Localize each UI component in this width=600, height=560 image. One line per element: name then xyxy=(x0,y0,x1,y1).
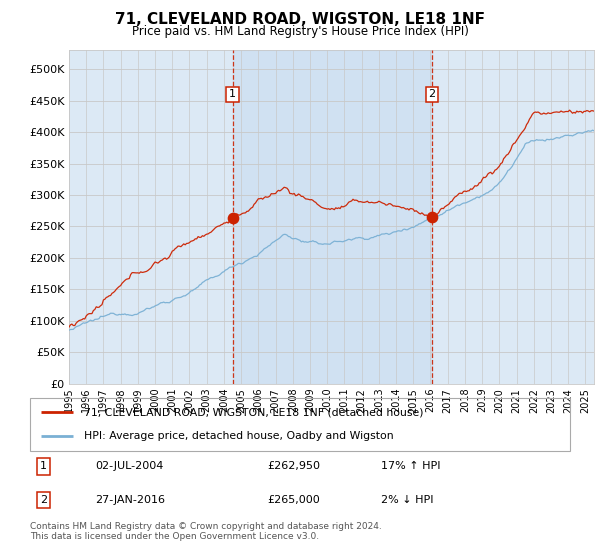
Text: 71, CLEVELAND ROAD, WIGSTON, LE18 1NF: 71, CLEVELAND ROAD, WIGSTON, LE18 1NF xyxy=(115,12,485,27)
Point xyxy=(427,213,437,222)
Text: HPI: Average price, detached house, Oadby and Wigston: HPI: Average price, detached house, Oadb… xyxy=(84,431,394,441)
Text: 71, CLEVELAND ROAD, WIGSTON, LE18 1NF (detached house): 71, CLEVELAND ROAD, WIGSTON, LE18 1NF (d… xyxy=(84,408,424,418)
Bar xyxy=(233,50,432,384)
Text: 17% ↑ HPI: 17% ↑ HPI xyxy=(381,461,440,472)
Text: Price paid vs. HM Land Registry's House Price Index (HPI): Price paid vs. HM Land Registry's House … xyxy=(131,25,469,38)
Text: £262,950: £262,950 xyxy=(268,461,320,472)
Text: 2% ↓ HPI: 2% ↓ HPI xyxy=(381,495,433,505)
Text: 02-JUL-2004: 02-JUL-2004 xyxy=(95,461,163,472)
Text: Contains HM Land Registry data © Crown copyright and database right 2024.
This d: Contains HM Land Registry data © Crown c… xyxy=(30,522,382,542)
Point xyxy=(228,214,238,223)
Text: 2: 2 xyxy=(428,90,436,100)
Text: 1: 1 xyxy=(229,90,236,100)
Text: 1: 1 xyxy=(40,461,47,472)
Text: £265,000: £265,000 xyxy=(268,495,320,505)
Text: 27-JAN-2016: 27-JAN-2016 xyxy=(95,495,165,505)
Text: 2: 2 xyxy=(40,495,47,505)
